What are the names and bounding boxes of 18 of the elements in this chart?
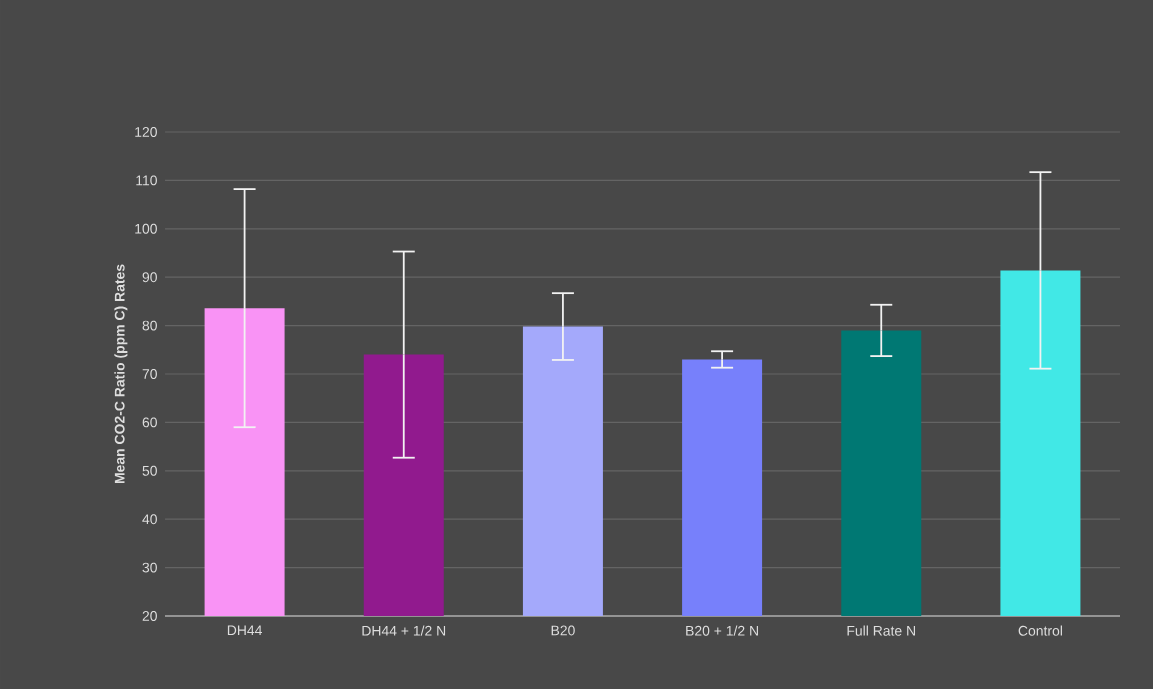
y-tick-label: 90	[142, 272, 157, 283]
x-tick-label: B20	[551, 625, 575, 636]
y-tick-label: 120	[135, 127, 157, 137]
x-tick-label: DH44	[227, 625, 262, 636]
y-tick-label: 110	[136, 175, 157, 186]
y-axis-title: Mean CO2-C Ratio (ppm C) Rates	[114, 264, 128, 484]
y-tick-label: 40	[142, 514, 157, 525]
x-tick-label: B20 + 1/2 N	[686, 625, 758, 636]
y-tick-label: 80	[142, 320, 157, 331]
y-tick-label: 60	[142, 417, 157, 428]
y-tick-label: 100	[135, 223, 157, 234]
x-tick-label: DH44 + 1/2 N	[362, 625, 446, 636]
y-tick-label: 70	[142, 369, 157, 379]
x-tick-label: Control	[1018, 625, 1062, 636]
y-tick-label: 20	[142, 611, 157, 621]
x-tick-label: Full Rate N	[847, 625, 915, 636]
y-tick-label: 30	[142, 562, 157, 573]
y-tick-label: 50	[142, 465, 157, 476]
